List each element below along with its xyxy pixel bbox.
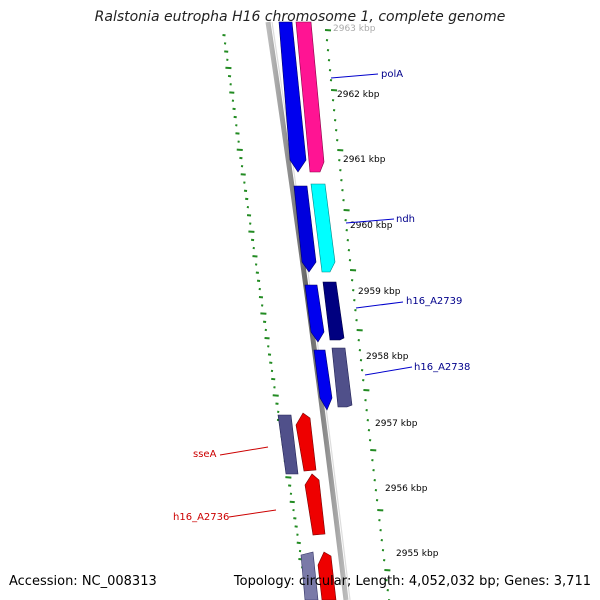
scale-ruler-track (324, 29, 391, 600)
scale-label: 2962 kbp (337, 90, 380, 100)
gene-arrow-bottom-inner (300, 551, 319, 600)
gc-content-track (222, 34, 310, 600)
forward-strand-outer-genes (295, 21, 353, 408)
h16_A2739-leader (355, 301, 404, 309)
gene-arrow-h16_A2739-outer (322, 281, 345, 341)
scale-label: 2957 kbp (375, 419, 418, 429)
map-title: Ralstonia eutropha H16 chromosome 1, com… (94, 9, 506, 25)
gene-label-ndh: ndh (396, 214, 415, 225)
gene-arrow-polA-outer (295, 21, 325, 173)
scale-labels: 2963 kbp 2962 kbp 2961 kbp 2960 kbp 2959 kbp… (333, 24, 439, 559)
scale-label: 2958 kbp (366, 352, 409, 362)
scale-label: 2955 kbp (396, 549, 439, 559)
scale-label: 2956 kbp (385, 484, 428, 494)
gene-arrow-h16_A2736 (304, 473, 326, 536)
scale-label: 2961 kbp (343, 155, 386, 165)
sseA-leader (219, 446, 269, 456)
gene-arrow-h16_A2738-inner (313, 349, 333, 411)
h16_A2738-leader (364, 366, 413, 376)
gene-arrow-ndh-inner (293, 185, 317, 273)
gene-block-sseA-inner (277, 414, 299, 475)
gene-label-sseA: sseA (193, 449, 217, 460)
forward-strand-genes (278, 21, 333, 600)
polA-leader (330, 73, 379, 79)
gene-label-h16_A2739: h16_A2739 (406, 296, 462, 307)
gene-label-h16_A2736: h16_A2736 (173, 512, 229, 523)
gene-label-h16_A2738: h16_A2738 (414, 362, 470, 373)
gene-arrow-h16_A2739-inner (304, 284, 325, 343)
gene-arrow-sseA (295, 412, 317, 472)
h16_A2736-leader (228, 509, 277, 518)
gene-arrow-bottom-reverse (317, 551, 337, 600)
ndh-leader (345, 218, 395, 224)
accession-label: Accession: NC_008313 (9, 574, 157, 589)
scale-label: 2963 kbp (333, 24, 376, 34)
gene-labels: polA ndh h16_A2739 h16_A2738 sseA h16_A2… (173, 69, 470, 523)
gene-arrow-polA-inner (278, 21, 307, 173)
genome-summary-label: Topology: circular; Length: 4,052,032 bp… (233, 574, 591, 589)
gene-label-polA: polA (381, 69, 403, 80)
gene-arrow-ndh-outer (310, 183, 336, 273)
scale-label: 2960 kbp (350, 221, 393, 231)
reverse-strand-genes (277, 412, 337, 600)
scale-label: 2959 kbp (358, 287, 401, 297)
gene-arrow-h16_A2738-outer (331, 347, 353, 408)
